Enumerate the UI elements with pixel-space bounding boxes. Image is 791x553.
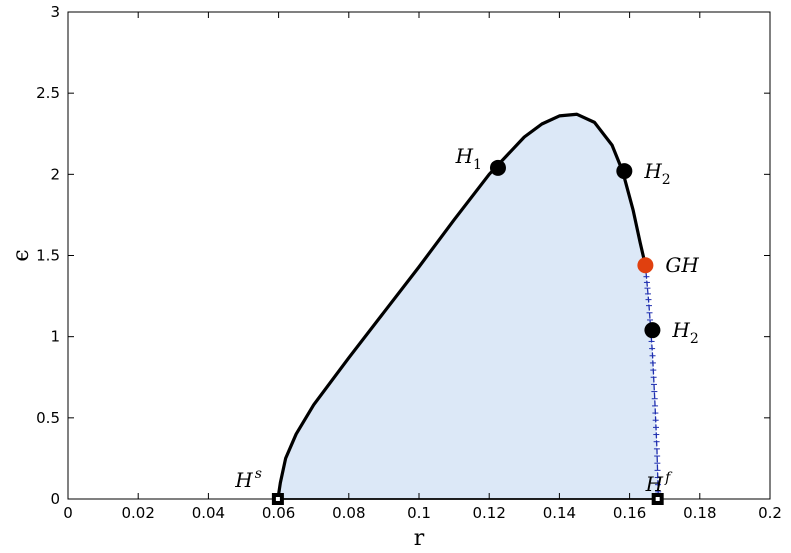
x-tick-label: 0.04	[192, 504, 225, 522]
point-marker	[637, 257, 654, 274]
x-tick-label: 0.18	[683, 504, 716, 522]
point-label-sup: s	[255, 466, 262, 482]
point-label-sup: f	[664, 470, 673, 486]
point-label-main: H	[643, 159, 662, 183]
x-tick-label: 0.12	[472, 504, 505, 522]
stable-region-fill	[277, 114, 659, 500]
y-tick-label: 2.5	[36, 84, 60, 102]
point-label: H2	[671, 318, 698, 347]
x-tick-label: 0.16	[613, 504, 646, 522]
point-label: GH	[665, 253, 699, 277]
x-tick-label: 0.1	[407, 504, 431, 522]
y-tick-label: 1	[50, 328, 60, 346]
point-label-main: H	[645, 472, 664, 496]
x-tick-label: 0.08	[332, 504, 365, 522]
y-tick-label: 0	[50, 490, 60, 508]
point-marker-inner	[655, 497, 660, 501]
x-tick-label: 0.2	[758, 504, 782, 522]
y-tick-label: 0.5	[36, 409, 60, 427]
point-label-sub: 2	[690, 331, 699, 347]
points-group	[271, 159, 664, 505]
x-tick-label: 0.14	[543, 504, 576, 522]
y-tick-label: 2	[50, 165, 60, 183]
point-label-main: H	[455, 144, 474, 168]
point-label-main: GH	[665, 253, 699, 277]
point-label-main: H	[234, 468, 253, 492]
point-label-main: H	[671, 318, 690, 342]
shaded-region	[277, 114, 659, 500]
x-tick-label: 0.06	[262, 504, 295, 522]
point-marker	[644, 322, 661, 339]
point-label: H1	[455, 144, 482, 173]
point-label-sub: 2	[662, 172, 671, 188]
y-axis-title: ϵ	[9, 249, 34, 261]
point-marker	[489, 159, 506, 176]
point-marker	[616, 163, 633, 180]
y-tick-label: 3	[50, 3, 60, 21]
x-axis-title: r	[414, 526, 425, 551]
point-label-sub: 1	[473, 157, 482, 173]
point-marker-inner	[275, 497, 280, 501]
y-tick-label: 1.5	[36, 247, 60, 265]
x-tick-label: 0.02	[121, 504, 154, 522]
point-label: H2	[643, 159, 670, 188]
axes-group: 0 0.02 0.04 0.06 0.08 0.1 0.12 0.14 0.16 0.18 0.2 0…	[36, 3, 782, 522]
x-tick-label: 0	[63, 504, 73, 522]
